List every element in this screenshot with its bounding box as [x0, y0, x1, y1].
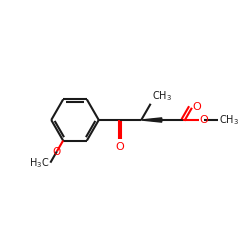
- Text: CH$_3$: CH$_3$: [219, 113, 239, 127]
- Text: O: O: [192, 102, 201, 112]
- Text: CH$_3$: CH$_3$: [152, 89, 172, 103]
- Polygon shape: [141, 118, 162, 122]
- Text: O: O: [200, 115, 208, 125]
- Text: O: O: [116, 142, 124, 152]
- Text: H$_3$C: H$_3$C: [28, 156, 49, 170]
- Text: O: O: [53, 148, 61, 158]
